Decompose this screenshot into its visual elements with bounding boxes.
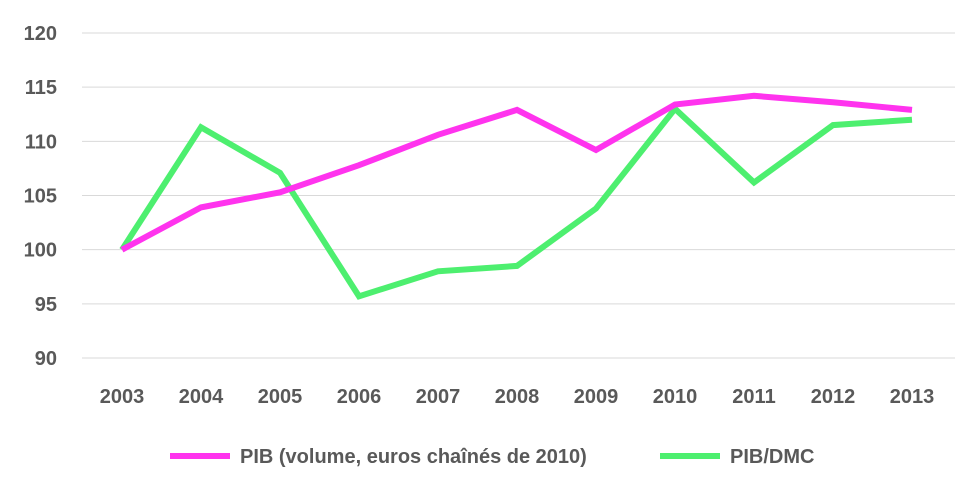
y-tick-label: 105	[24, 186, 57, 208]
legend: PIB (volume, euros chaînés de 2010) PIB/D…	[170, 446, 814, 468]
series-line-0	[120, 92, 913, 253]
y-tick-label: 100	[24, 240, 57, 262]
x-tick-label: 2012	[811, 386, 856, 408]
y-axis-tick-labels: 90 95 100 105 110 115 120	[24, 23, 57, 370]
x-tick-label: 2011	[732, 386, 775, 408]
legend-label-1: PIB/DMC	[730, 446, 814, 468]
gridlines	[82, 32, 955, 359]
x-tick-label: 2003	[100, 386, 145, 408]
y-tick-label: 115	[25, 77, 57, 99]
y-tick-label: 110	[25, 131, 57, 153]
x-tick-label: 2010	[653, 386, 698, 408]
y-tick-label: 120	[24, 23, 57, 45]
x-axis-tick-labels: 2003 2004 2005 2006 2007 2008 2009 2010 2011 2012…	[100, 386, 935, 408]
series-lines	[119, 92, 913, 300]
x-tick-label: 2007	[416, 386, 461, 408]
x-tick-label: 2009	[574, 386, 619, 408]
legend-label-0: PIB (volume, euros chaînés de 2010)	[240, 446, 587, 468]
y-tick-label: 90	[35, 348, 57, 370]
series-line-1	[119, 104, 913, 300]
x-tick-label: 2005	[258, 386, 303, 408]
x-tick-label: 2006	[337, 386, 382, 408]
x-tick-label: 2008	[495, 386, 540, 408]
x-tick-label: 2004	[179, 386, 224, 408]
y-tick-label: 95	[35, 294, 57, 316]
x-tick-label: 2013	[890, 386, 935, 408]
